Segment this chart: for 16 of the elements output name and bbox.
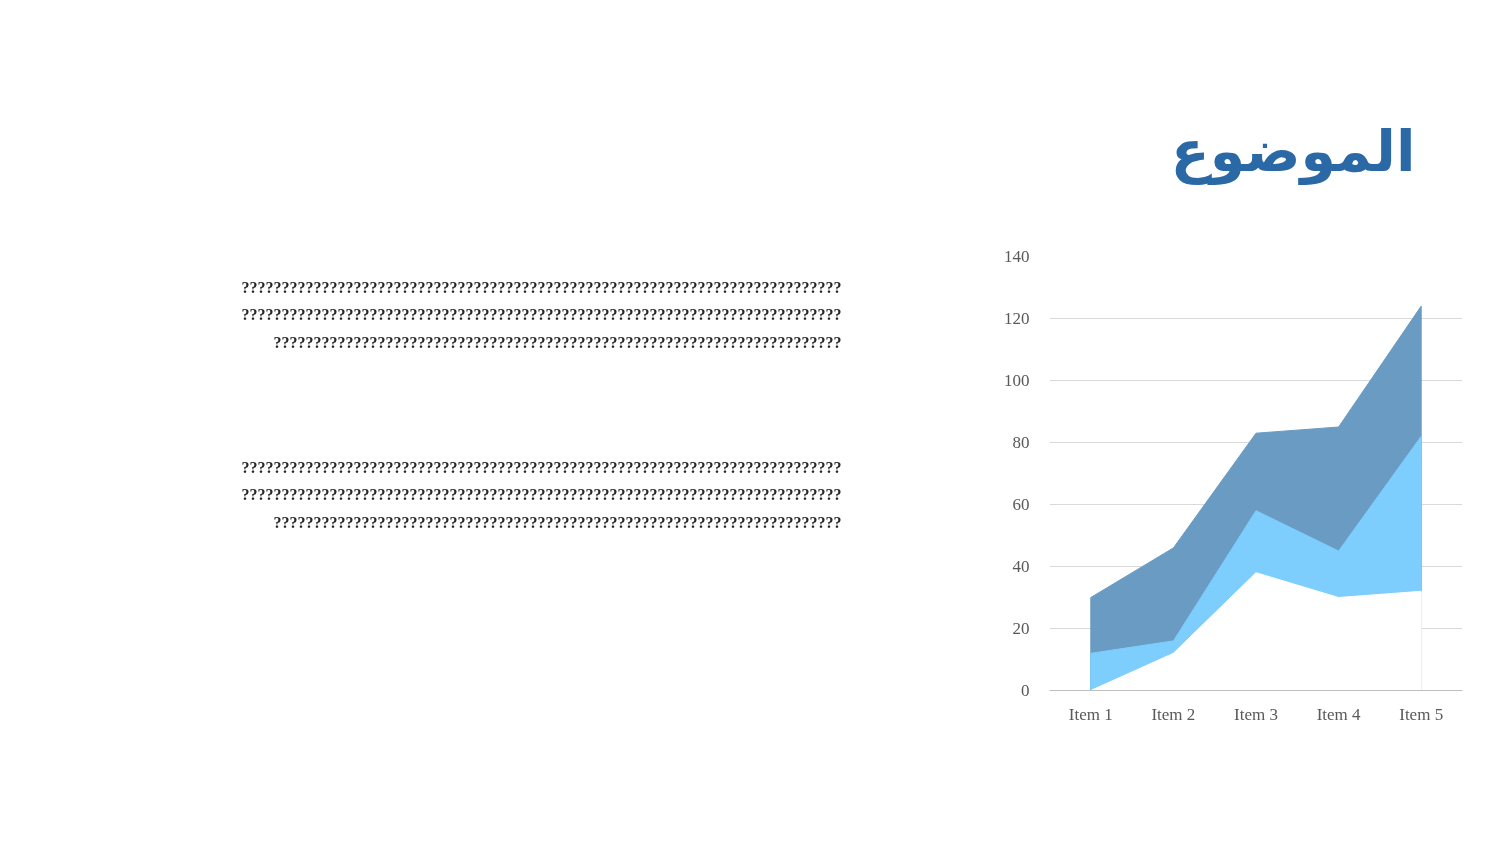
chart-title: الموضوع [1170, 117, 1416, 185]
y-tick-label: 40 [1012, 557, 1030, 576]
text: ??????????????????????????????????????????????????????????????????????????? ??????????????????????????????????????????????????????????????????????????? ??????????????????????????????????????????????????????????????????????? [241, 458, 842, 531]
y-tick-label: 100 [1004, 371, 1030, 390]
y-tick-label: 0 [1021, 681, 1030, 700]
y-tick-label: 140 [1004, 247, 1030, 266]
y-tick-label: 20 [1012, 619, 1030, 638]
x-tick-label: Item 3 [1234, 704, 1278, 724]
y-tick-label: 80 [1012, 433, 1030, 452]
text: ??????????????????????????????????????????????????????????????????????????? ??????????????????????????????????????????????????????????????????????????? ??????????????????????????????????????????????????????????????????????? [241, 278, 842, 351]
y-tick-label: 120 [1004, 309, 1030, 328]
x-tick-label: Item 5 [1399, 704, 1444, 724]
x-tick-label: Item 2 [1151, 704, 1196, 724]
x-tick-label: Item 1 [1068, 704, 1113, 724]
y-tick-label: 60 [1012, 495, 1030, 514]
x-tick-label: Item 4 [1316, 704, 1362, 724]
